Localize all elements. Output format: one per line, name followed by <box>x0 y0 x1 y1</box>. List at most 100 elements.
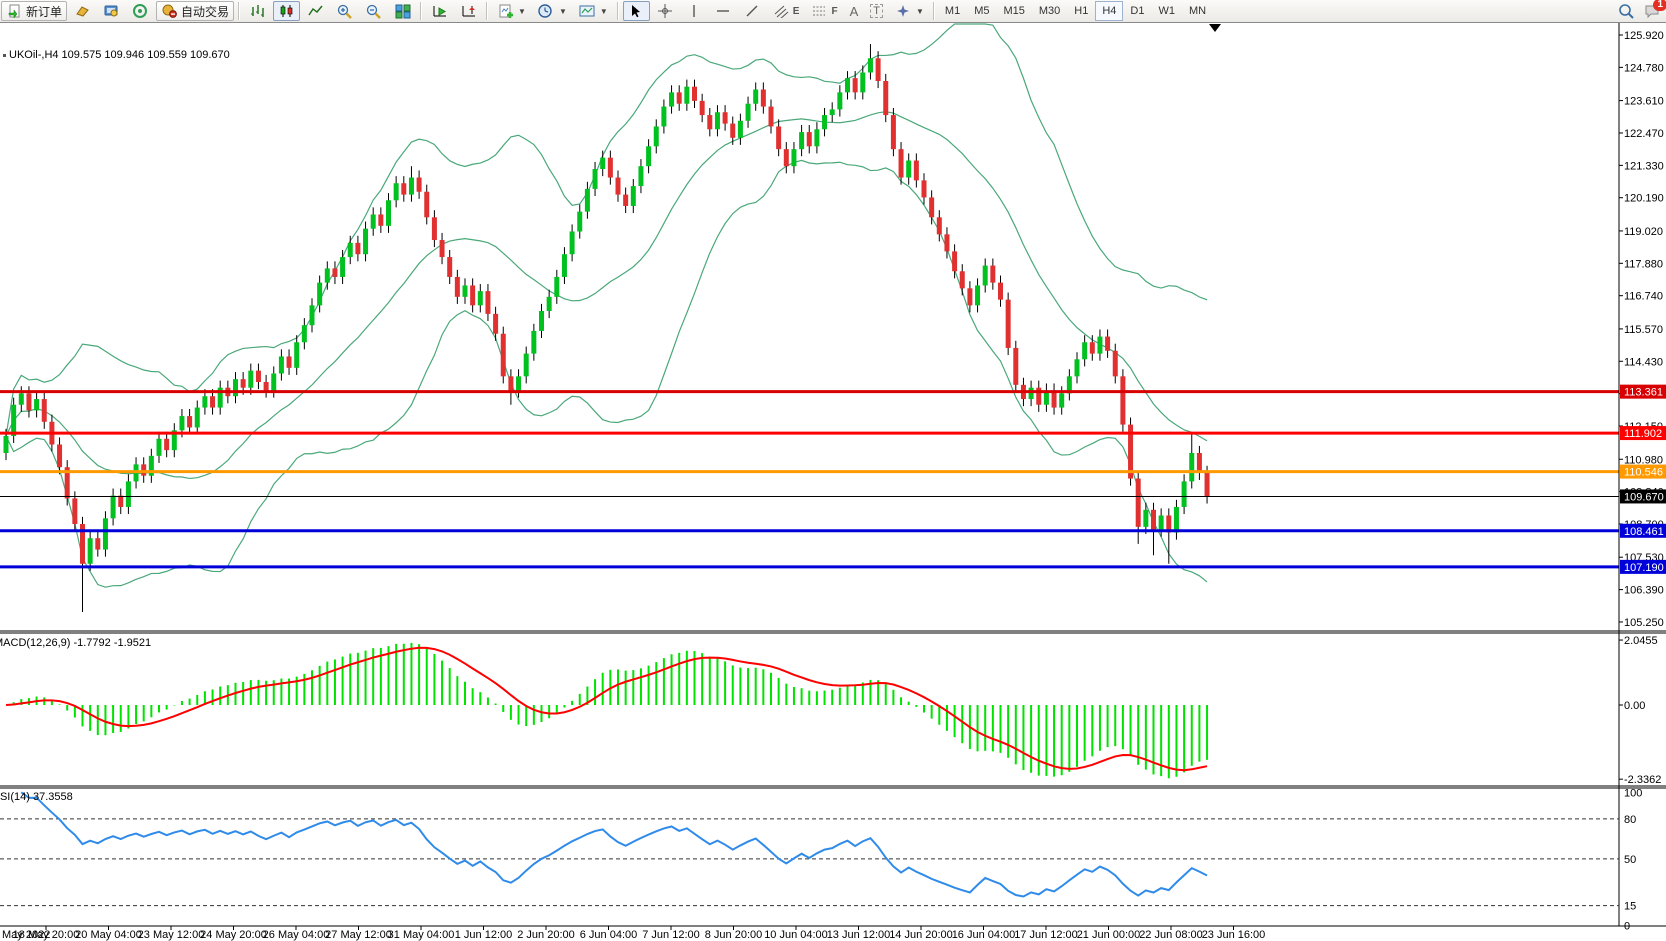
price-axis[interactable]: 125.920 124.780 123.610 122.470 121.330 120.1… <box>1619 30 1666 629</box>
auto-trading-button[interactable]: 自动交易 <box>156 1 235 21</box>
market-watch-button[interactable] <box>98 1 125 21</box>
price-badge <box>1620 523 1666 538</box>
label-tool-button[interactable]: T <box>865 1 888 21</box>
timeframe-h4[interactable]: H4 <box>1095 1 1124 21</box>
clock-icon <box>538 3 555 19</box>
svg-text:1 Jun 12:00: 1 Jun 12:00 <box>455 929 513 941</box>
svg-text:18 May 20:00: 18 May 20:00 <box>13 929 80 941</box>
notifications-icon[interactable]: 1 <box>1643 0 1666 19</box>
rsi-pane: 100 80 50 15 0 <box>0 787 1642 933</box>
fibonacci-icon <box>811 3 828 19</box>
svg-text:107.190: 107.190 <box>1624 562 1664 574</box>
svg-text:13 Jun 12:00: 13 Jun 12:00 <box>827 929 891 941</box>
macd-pane: 2.0455 0.00 -2.3362 <box>5 635 1661 786</box>
new-order-icon <box>6 3 23 19</box>
channel-tool-button[interactable]: E <box>768 1 805 21</box>
svg-text:108.461: 108.461 <box>1624 526 1664 538</box>
chart-shift-marker[interactable] <box>1209 24 1221 32</box>
toolbar: 新订单 自动交易 <box>0 0 1666 23</box>
timeframe-m1[interactable]: M1 <box>944 5 961 17</box>
zoom-in-icon <box>336 3 353 19</box>
bar-chart-button[interactable] <box>244 1 271 21</box>
equidistant-channel-icon <box>773 3 790 19</box>
svg-text:22 Jun 08:00: 22 Jun 08:00 <box>1139 929 1203 941</box>
auto-scroll-button[interactable] <box>426 1 453 21</box>
separator <box>486 2 489 20</box>
cursor-tool-button[interactable] <box>622 1 650 21</box>
market-watch-icon <box>103 3 120 19</box>
search-icon[interactable] <box>1618 3 1635 19</box>
svg-text:106.390: 106.390 <box>1624 585 1664 597</box>
new-order-button[interactable]: 新订单 <box>1 1 68 21</box>
price-chart[interactable]: 125.920 124.780 123.610 122.470 121.330 120.1… <box>0 22 1666 941</box>
timeframe-w1[interactable]: W1 <box>1158 5 1175 17</box>
svg-text:100: 100 <box>1624 787 1642 799</box>
timeframe-m30[interactable]: M30 <box>1038 5 1061 17</box>
bollinger-bands <box>5 23 1208 588</box>
chart-shift-button[interactable] <box>455 1 482 21</box>
profile-button[interactable] <box>69 1 96 21</box>
candlestick-chart-icon <box>278 3 295 19</box>
timeframe-d1[interactable]: D1 <box>1130 5 1145 17</box>
timeframe-m5[interactable]: M5 <box>974 5 990 17</box>
line-chart-icon <box>307 3 324 19</box>
channel-letter: E <box>792 5 800 17</box>
vertical-line-tool-button[interactable] <box>681 1 708 21</box>
svg-text:115.570: 115.570 <box>1624 324 1663 336</box>
svg-text:26 May 04:00: 26 May 04:00 <box>263 929 330 941</box>
price-badge <box>1620 426 1666 441</box>
price-badge <box>1620 559 1666 574</box>
trendline-icon <box>744 3 761 19</box>
timeframe-mn[interactable]: MN <box>1188 5 1207 17</box>
zoom-out-button[interactable] <box>360 1 387 21</box>
svg-text:0: 0 <box>1624 921 1630 933</box>
svg-text:24 May 20:00: 24 May 20:00 <box>200 929 267 941</box>
chart-window[interactable]: 125.920 124.780 123.610 122.470 121.330 120.1… <box>0 22 1666 941</box>
horizontal-lines <box>0 390 1619 569</box>
svg-text:111.902: 111.902 <box>1624 428 1662 440</box>
crosshair-tool-button[interactable] <box>652 1 679 21</box>
frame <box>0 22 1666 927</box>
svg-text:23 May 12:00: 23 May 12:00 <box>138 929 205 941</box>
arrows-tool-button[interactable]: ▼ <box>890 1 929 21</box>
zoom-in-button[interactable] <box>331 1 358 21</box>
svg-text:110.546: 110.546 <box>1624 467 1663 479</box>
svg-text:80: 80 <box>1624 814 1636 826</box>
svg-text:2.0455: 2.0455 <box>1624 635 1658 647</box>
chevron-down-icon: ▼ <box>558 6 567 16</box>
svg-text:0.00: 0.00 <box>1624 700 1645 712</box>
rsi-label: RSI(14) 37.3558 <box>0 791 73 803</box>
text-tool-button[interactable]: A <box>845 1 864 21</box>
notification-badge: 1 <box>1653 0 1666 11</box>
candlestick-chart-button[interactable] <box>273 1 301 21</box>
separator <box>616 2 619 20</box>
svg-text:113.361: 113.361 <box>1624 387 1663 399</box>
candles-layer <box>3 44 1210 613</box>
line-chart-button[interactable] <box>302 1 329 21</box>
svg-text:119.020: 119.020 <box>1624 226 1663 238</box>
fibonacci-tool-button[interactable]: F <box>806 1 842 21</box>
bar-chart-icon <box>249 3 266 19</box>
svg-text:20 May 04:00: 20 May 04:00 <box>75 929 142 941</box>
new-chart-icon <box>497 3 514 19</box>
tile-windows-button[interactable] <box>389 1 416 21</box>
timeframe-m15[interactable]: M15 <box>1003 5 1025 17</box>
trendline-tool-button[interactable] <box>739 1 766 21</box>
auto-scroll-icon <box>431 3 448 19</box>
symbol-marker <box>3 54 6 57</box>
data-window-button[interactable] <box>127 1 154 21</box>
periods-button[interactable]: ▼ <box>533 1 572 21</box>
timeframe-h1[interactable]: H1 <box>1074 5 1089 17</box>
cursor-icon <box>628 3 645 19</box>
templates-button[interactable]: ▼ <box>574 1 613 21</box>
svg-text:8 Jun 20:00: 8 Jun 20:00 <box>705 929 763 941</box>
new-chart-button[interactable]: ▼ <box>492 1 531 21</box>
horizontal-line-tool-button[interactable] <box>710 1 737 21</box>
svg-text:120.190: 120.190 <box>1624 193 1664 205</box>
svg-text:7 Jun 12:00: 7 Jun 12:00 <box>642 929 700 941</box>
vertical-line-icon <box>686 3 703 19</box>
svg-text:110.980: 110.980 <box>1624 454 1663 466</box>
svg-text:114.430: 114.430 <box>1624 356 1663 368</box>
chevron-down-icon: ▼ <box>915 6 924 16</box>
